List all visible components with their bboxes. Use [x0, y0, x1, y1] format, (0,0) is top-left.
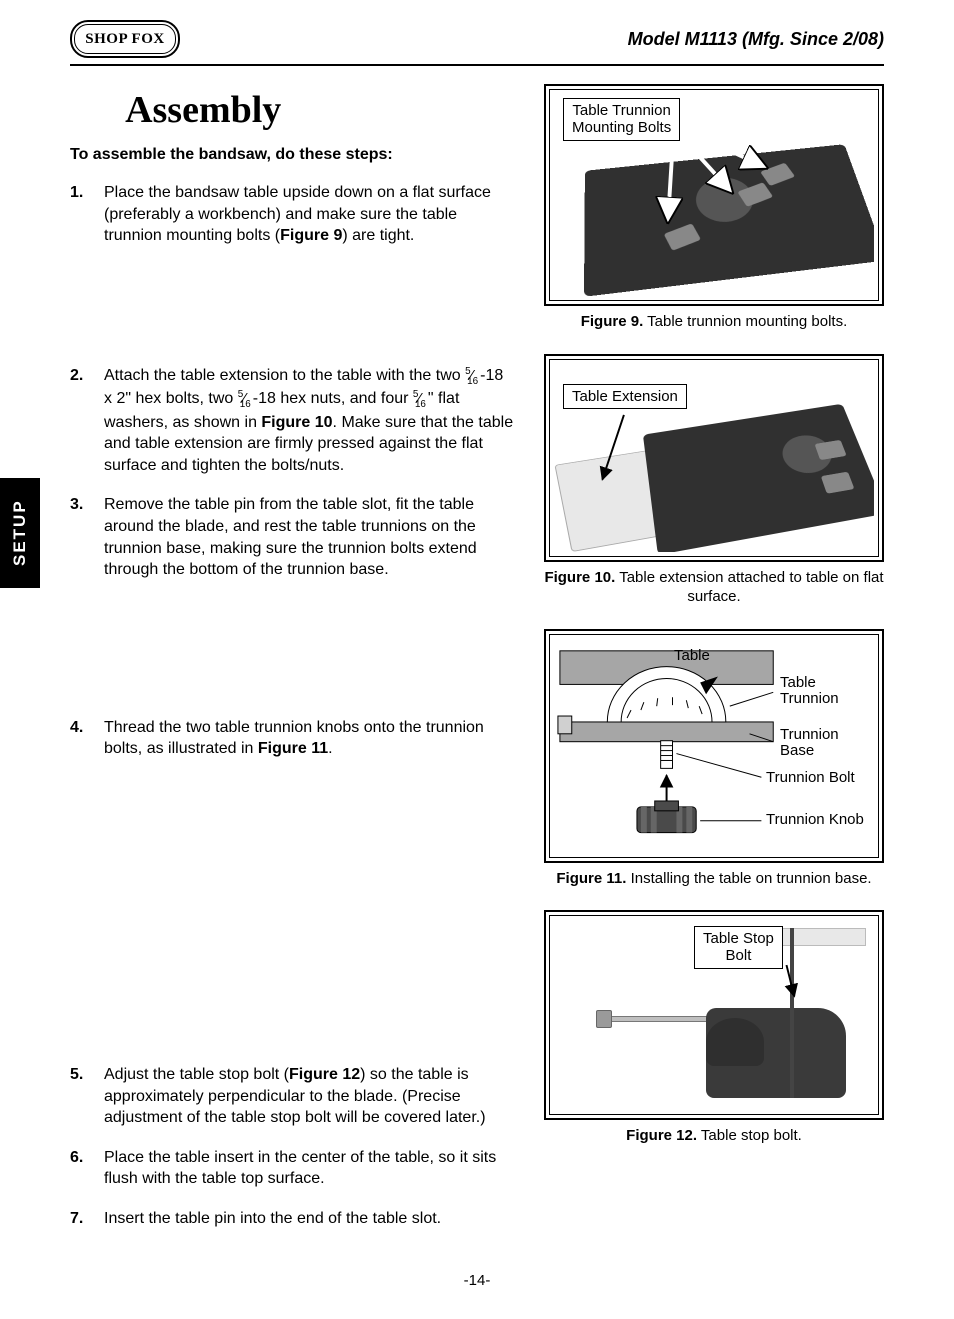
step-number: 3. — [70, 494, 104, 580]
page: SHOP FOX Model M1113 (Mfg. Since 2/08) A… — [0, 20, 954, 1289]
logo-text: SHOP FOX — [85, 31, 164, 48]
figure-9-caption: Figure 9. Table trunnion mounting bolts. — [544, 312, 884, 332]
intro-line: To assemble the bandsaw, do these steps: — [70, 146, 514, 164]
page-title: Assembly — [70, 88, 336, 132]
figure-12-caption: Figure 12. Table stop bolt. — [544, 1126, 884, 1146]
assembly-steps: 1.Place the bandsaw table upside down on… — [70, 182, 514, 1230]
step-body: Remove the table pin from the table slot… — [104, 494, 514, 580]
step-number: 5. — [70, 1064, 104, 1129]
step-number: 4. — [70, 717, 104, 760]
fig11-table-trunnion-label: TableTrunnion — [780, 675, 839, 708]
step-2: 2.Attach the table extension to the tabl… — [70, 365, 514, 477]
fig11-trunnion-base-label: TrunnionBase — [780, 727, 839, 760]
figure-11-block: Table TableTrunnion TrunnionBase Trunnio… — [544, 629, 884, 889]
page-number: -14- — [70, 1272, 884, 1289]
figure-10-block: Table Extension Figur — [544, 354, 884, 607]
figure-10-caption: Figure 10. Table extension attached to t… — [544, 568, 884, 607]
figure-9-frame: Table TrunnionMounting Bolts — [544, 84, 884, 306]
figure-10-callout: Table Extension — [563, 384, 687, 409]
step-spacer — [70, 778, 514, 1064]
figure-10-frame: Table Extension — [544, 354, 884, 562]
figure-9-callout: Table TrunnionMounting Bolts — [563, 98, 680, 141]
step-body: Insert the table pin into the end of the… — [104, 1208, 514, 1230]
step-body: Adjust the table stop bolt (Figure 12) s… — [104, 1064, 514, 1129]
step-body: Attach the table extension to the table … — [104, 365, 514, 477]
figure-12-callout: Table StopBolt — [694, 926, 783, 969]
step-5: 5.Adjust the table stop bolt (Figure 12)… — [70, 1064, 514, 1129]
model-line: Model M1113 (Mfg. Since 2/08) — [628, 29, 884, 50]
step-6: 6.Place the table insert in the center o… — [70, 1147, 514, 1190]
step-number: 6. — [70, 1147, 104, 1190]
brand-logo: SHOP FOX — [70, 20, 180, 58]
figure-12-block: Table StopBolt — [544, 910, 884, 1146]
step-spacer — [70, 599, 514, 717]
step-1: 1.Place the bandsaw table upside down on… — [70, 182, 514, 247]
fig11-trunnion-bolt-label: Trunnion Bolt — [766, 769, 855, 786]
step-spacer — [70, 265, 514, 365]
step-number: 1. — [70, 182, 104, 247]
fig11-trunnion-knob-label: Trunnion Knob — [766, 811, 864, 828]
step-7: 7.Insert the table pin into the end of t… — [70, 1208, 514, 1230]
step-number: 7. — [70, 1208, 104, 1230]
step-4: 4.Thread the two table trunnion knobs on… — [70, 717, 514, 760]
figure-12-frame: Table StopBolt — [544, 910, 884, 1120]
figure-11-frame: Table TableTrunnion TrunnionBase Trunnio… — [544, 629, 884, 863]
step-body: Place the table insert in the center of … — [104, 1147, 514, 1190]
step-number: 2. — [70, 365, 104, 477]
step-body: Thread the two table trunnion knobs onto… — [104, 717, 514, 760]
header: SHOP FOX Model M1113 (Mfg. Since 2/08) — [70, 20, 884, 66]
step-3: 3.Remove the table pin from the table sl… — [70, 494, 514, 580]
figure-11-caption: Figure 11. Installing the table on trunn… — [544, 869, 884, 889]
left-column: Assembly To assemble the bandsaw, do the… — [70, 84, 514, 1248]
right-column: Table TrunnionMounting Bolts — [544, 84, 884, 1146]
fig11-table-label: Table — [674, 647, 710, 664]
step-body: Place the bandsaw table upside down on a… — [104, 182, 514, 247]
figure-9-block: Table TrunnionMounting Bolts — [544, 84, 884, 332]
